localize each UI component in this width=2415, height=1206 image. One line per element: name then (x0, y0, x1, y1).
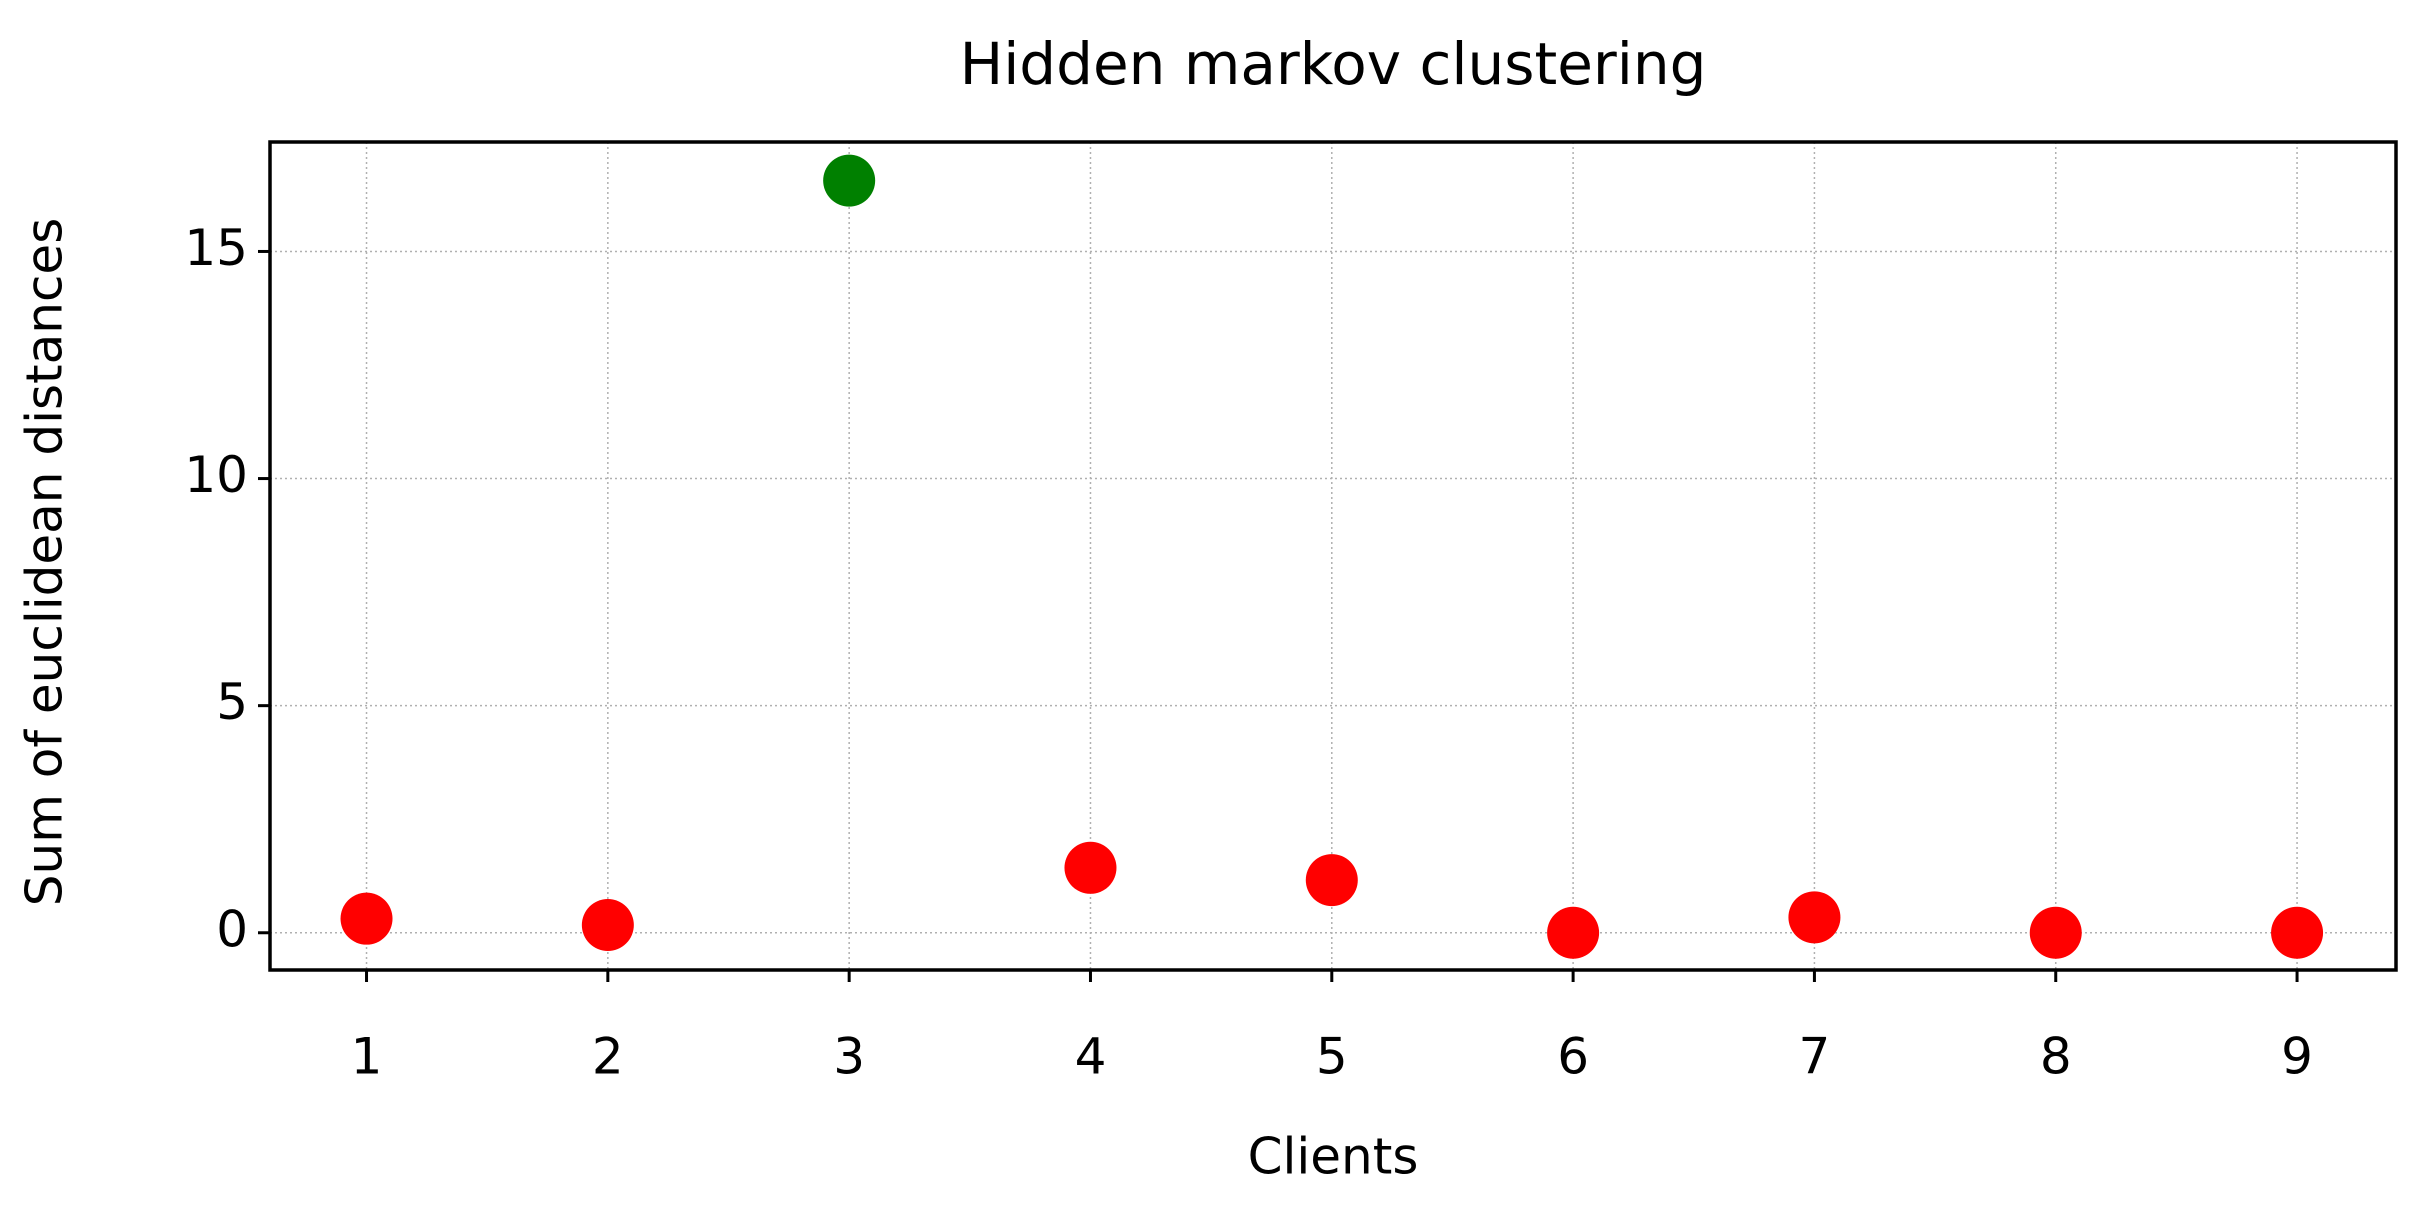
chart-title: Hidden markov clustering (960, 30, 1707, 98)
x-tick-label: 1 (351, 1028, 383, 1086)
point (1788, 891, 1841, 944)
point (1547, 906, 1600, 959)
point (1064, 841, 1117, 894)
y-axis-label: Sum of euclidean distances (16, 218, 74, 906)
point (2271, 906, 2324, 959)
x-tick-label: 4 (1075, 1028, 1107, 1086)
x-axis-label: Clients (1248, 1128, 1419, 1186)
x-tick-label: 5 (1316, 1028, 1348, 1086)
point (581, 899, 634, 952)
x-tick-label: 2 (592, 1028, 624, 1086)
x-tick-label: 9 (2281, 1028, 2313, 1086)
point (823, 154, 876, 207)
y-tick-label: 0 (216, 900, 248, 958)
x-tick-label: 6 (1557, 1028, 1589, 1086)
y-tick-label: 15 (184, 219, 248, 277)
point (1305, 854, 1358, 907)
x-tick-label: 3 (833, 1028, 865, 1086)
y-tick-label: 5 (216, 673, 248, 731)
point (340, 892, 393, 945)
point (2029, 906, 2082, 959)
y-tick-label: 10 (184, 446, 248, 504)
x-tick-label: 8 (2040, 1028, 2072, 1086)
x-tick-label: 7 (1799, 1028, 1831, 1086)
plot-frame (268, 140, 2398, 972)
